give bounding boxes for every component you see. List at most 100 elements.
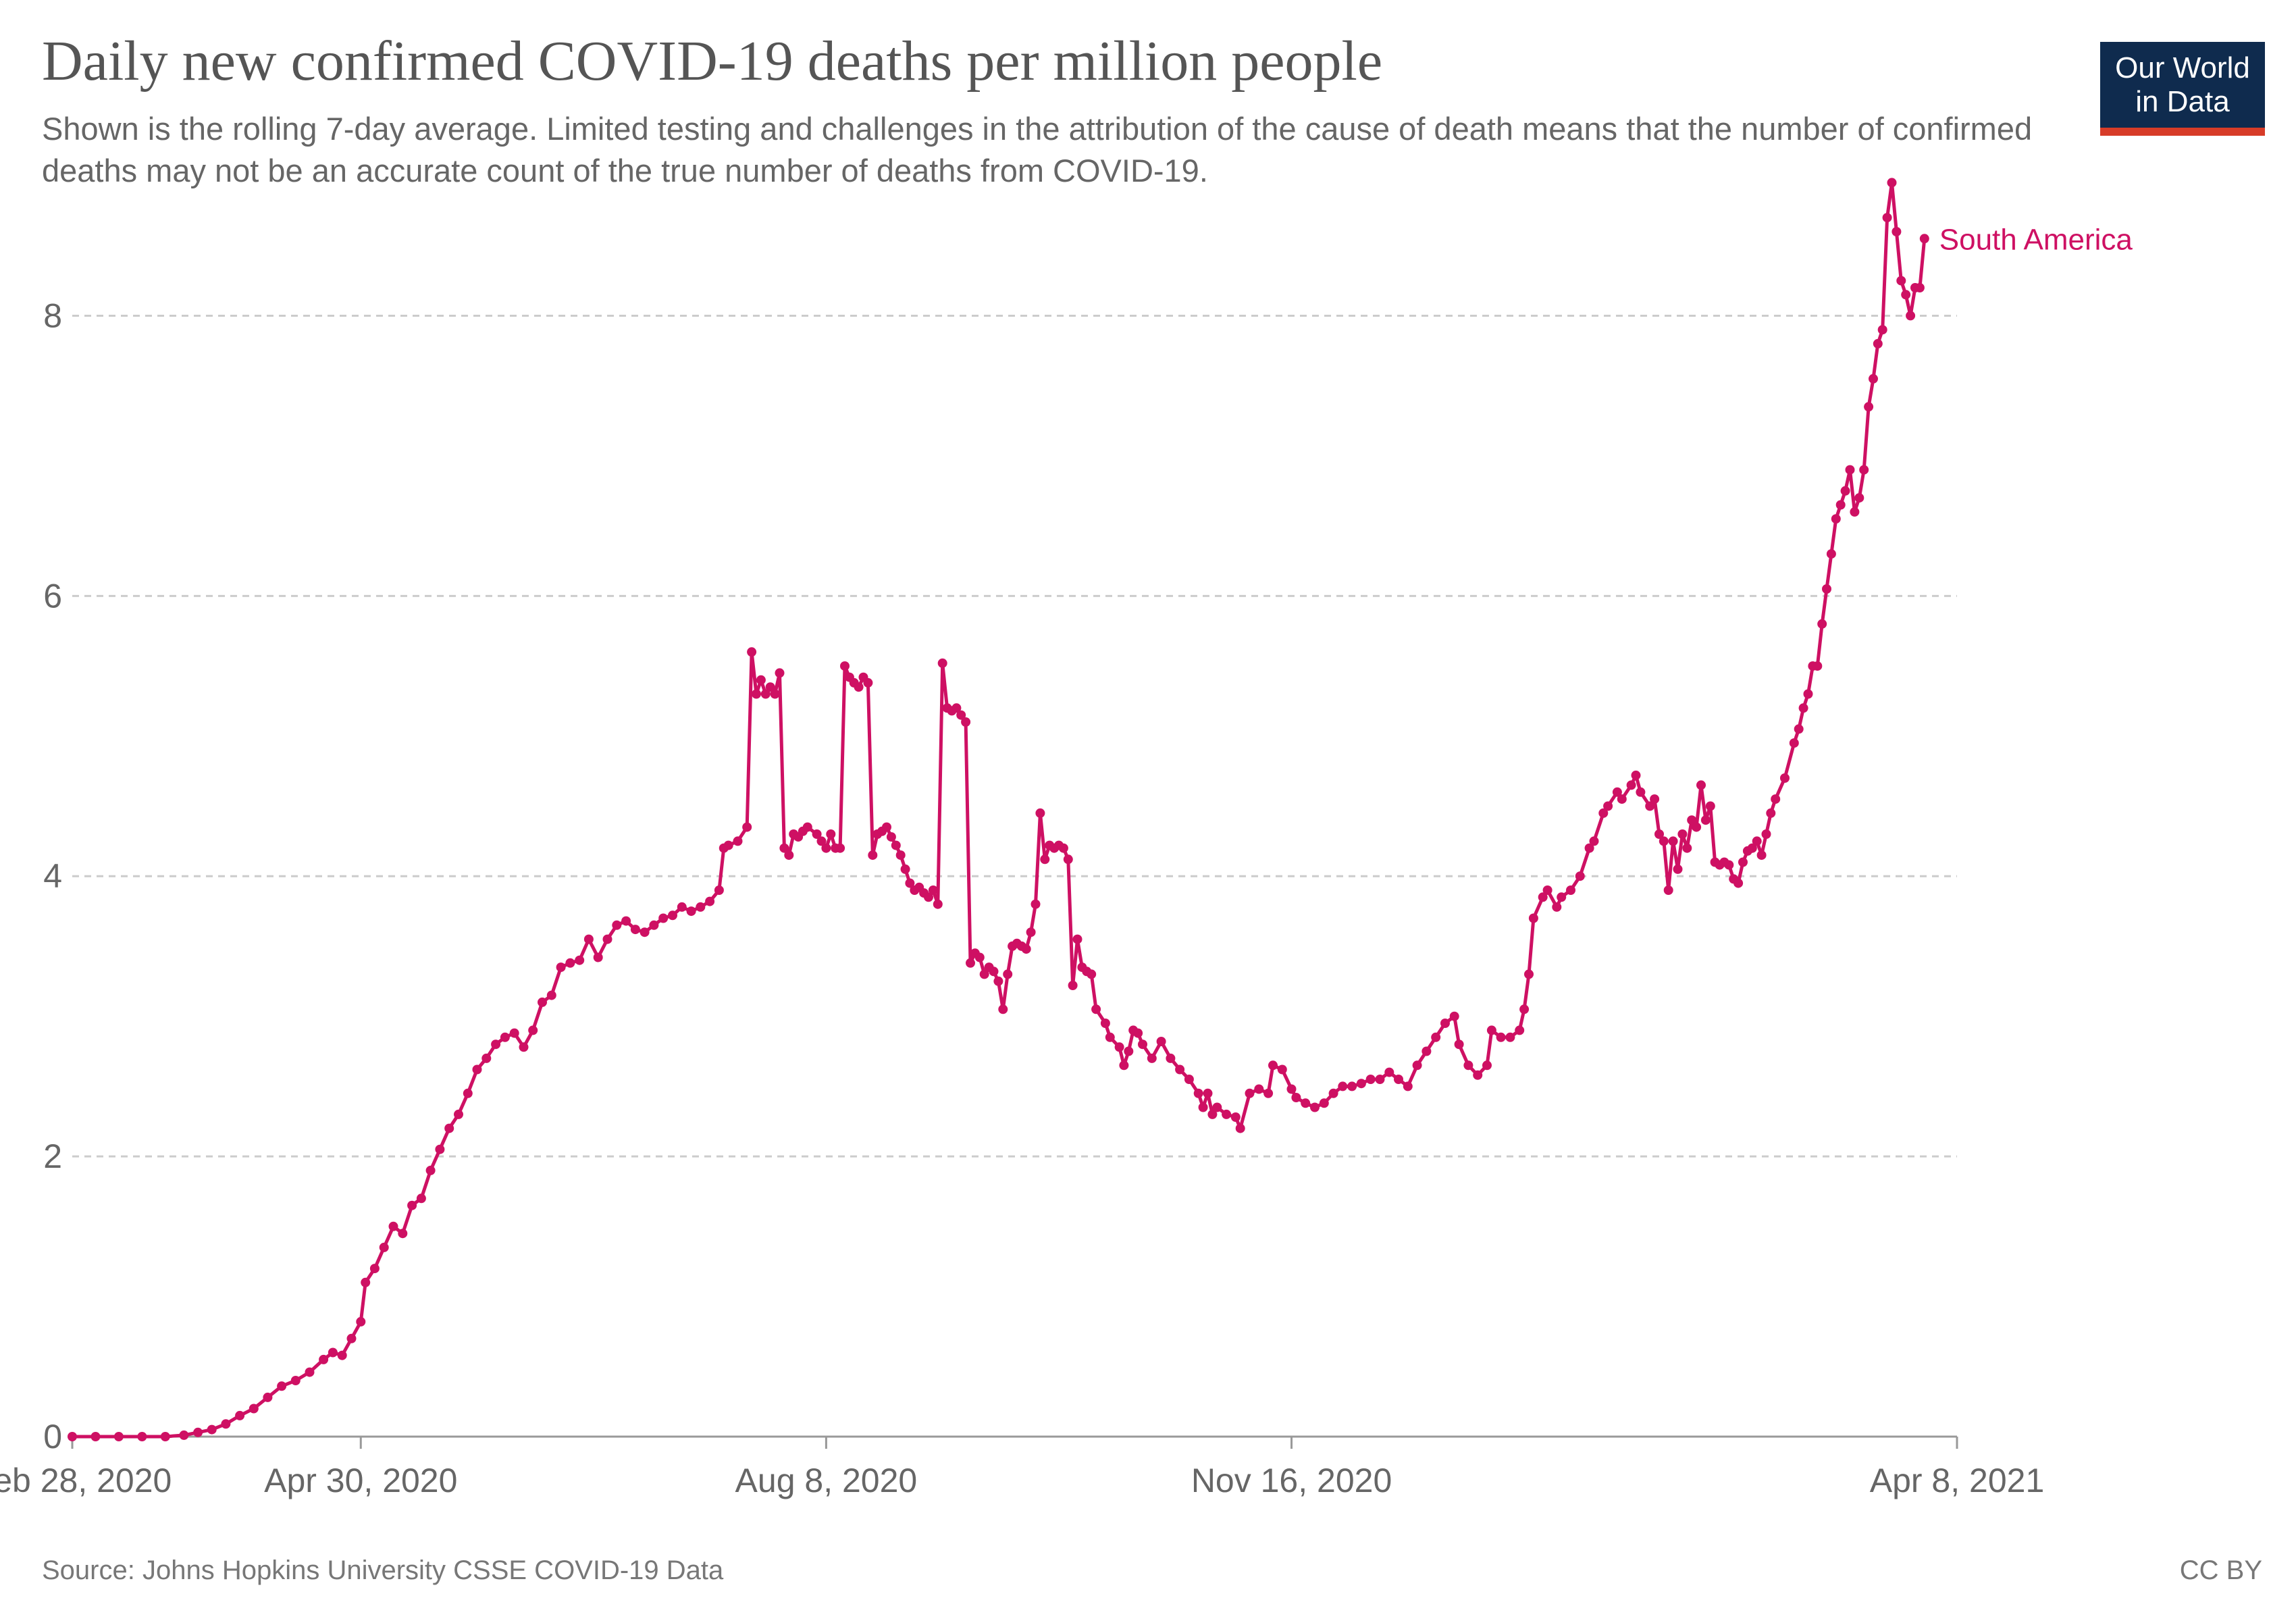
data-point [1091,1004,1101,1014]
data-point [1058,843,1068,853]
data-point [966,958,975,968]
data-point [1557,892,1567,902]
data-point [1496,1032,1506,1042]
data-point [779,843,789,853]
data-point [398,1229,408,1239]
data-point [1552,902,1562,912]
data-point [998,1004,1008,1014]
axis-layer [71,1435,1958,1449]
data-point [658,913,669,923]
data-point [1198,1102,1208,1112]
data-point [1254,1084,1264,1094]
data-point [1087,969,1097,979]
data-point [1156,1037,1166,1046]
data-point [1524,969,1534,979]
logo-line-2: in Data [2135,85,2230,118]
data-point [905,878,915,888]
data-point [1617,794,1627,804]
data-point [481,1053,492,1063]
data-point [714,885,724,895]
data-point [812,829,822,839]
data-point [1659,836,1669,846]
data-point [1668,836,1678,846]
data-point [602,934,612,944]
data-point [765,682,775,692]
series-line-south-america [70,180,1927,1439]
data-point [1631,770,1641,780]
data-point [1212,1102,1222,1112]
data-point [1919,234,1929,244]
y-tick-label: 8 [43,297,62,334]
data-point [1463,1060,1473,1071]
data-point [500,1032,510,1042]
data-point [1263,1088,1274,1098]
data-point [1673,864,1683,874]
data-point [113,1432,124,1441]
data-point [1901,290,1911,300]
data-point [1626,780,1636,790]
data-point [1412,1060,1422,1071]
data-point [1794,724,1804,734]
data-point [1175,1064,1185,1075]
data-point [388,1221,398,1231]
data-point [1705,801,1715,811]
data-point [1696,780,1706,790]
data-point [1584,843,1594,853]
data-point [1700,815,1711,825]
data-point [379,1242,389,1252]
data-point [951,703,962,713]
data-point [1575,871,1585,881]
data-point [356,1316,366,1327]
data-point [1724,860,1734,870]
data-point [696,902,706,912]
data-point [1906,311,1916,321]
data-point [1072,934,1082,944]
data-point [263,1392,273,1402]
data-point [1636,787,1646,797]
data-point [1687,815,1697,825]
data-point [565,958,575,968]
data-point [1692,822,1702,832]
data-point [961,717,971,727]
data-point [556,962,566,973]
data-point [90,1432,101,1441]
data-point [1752,836,1762,846]
data-point [1840,486,1850,496]
data-point [1566,885,1575,895]
data-point [1733,878,1744,888]
data-point [1003,969,1013,979]
series-layer [68,178,1929,1441]
data-point [1677,829,1688,839]
data-point [1040,854,1050,865]
data-point [1277,1064,1287,1075]
data-point [1654,829,1664,839]
data-point [1869,374,1878,384]
data-point [1756,850,1767,860]
data-point [1873,338,1883,349]
data-point [756,675,766,685]
data-point [630,925,640,935]
y-tick-label: 0 [43,1418,62,1456]
data-point [612,920,622,930]
data-point [1440,1019,1450,1028]
y-tick-label: 4 [43,857,62,895]
x-tick-label: Aug 8, 2020 [735,1462,918,1499]
data-point [928,885,938,895]
license-label[interactable]: CC BY [2179,1555,2262,1585]
data-point [528,1025,538,1035]
data-point [1505,1032,1515,1042]
data-point [1384,1067,1394,1077]
x-tick-label: Nov 16, 2020 [1191,1462,1392,1499]
data-point [1286,1084,1297,1094]
data-point [1394,1075,1403,1084]
data-point [1682,843,1692,853]
data-point [160,1432,170,1441]
data-point [1310,1102,1320,1112]
data-point [407,1200,417,1210]
data-point [1021,944,1031,954]
data-point [686,906,696,917]
data-point [1421,1046,1432,1056]
data-point [677,902,687,912]
data-point [979,969,989,979]
owid-logo[interactable]: Our World in Data [2100,42,2265,136]
